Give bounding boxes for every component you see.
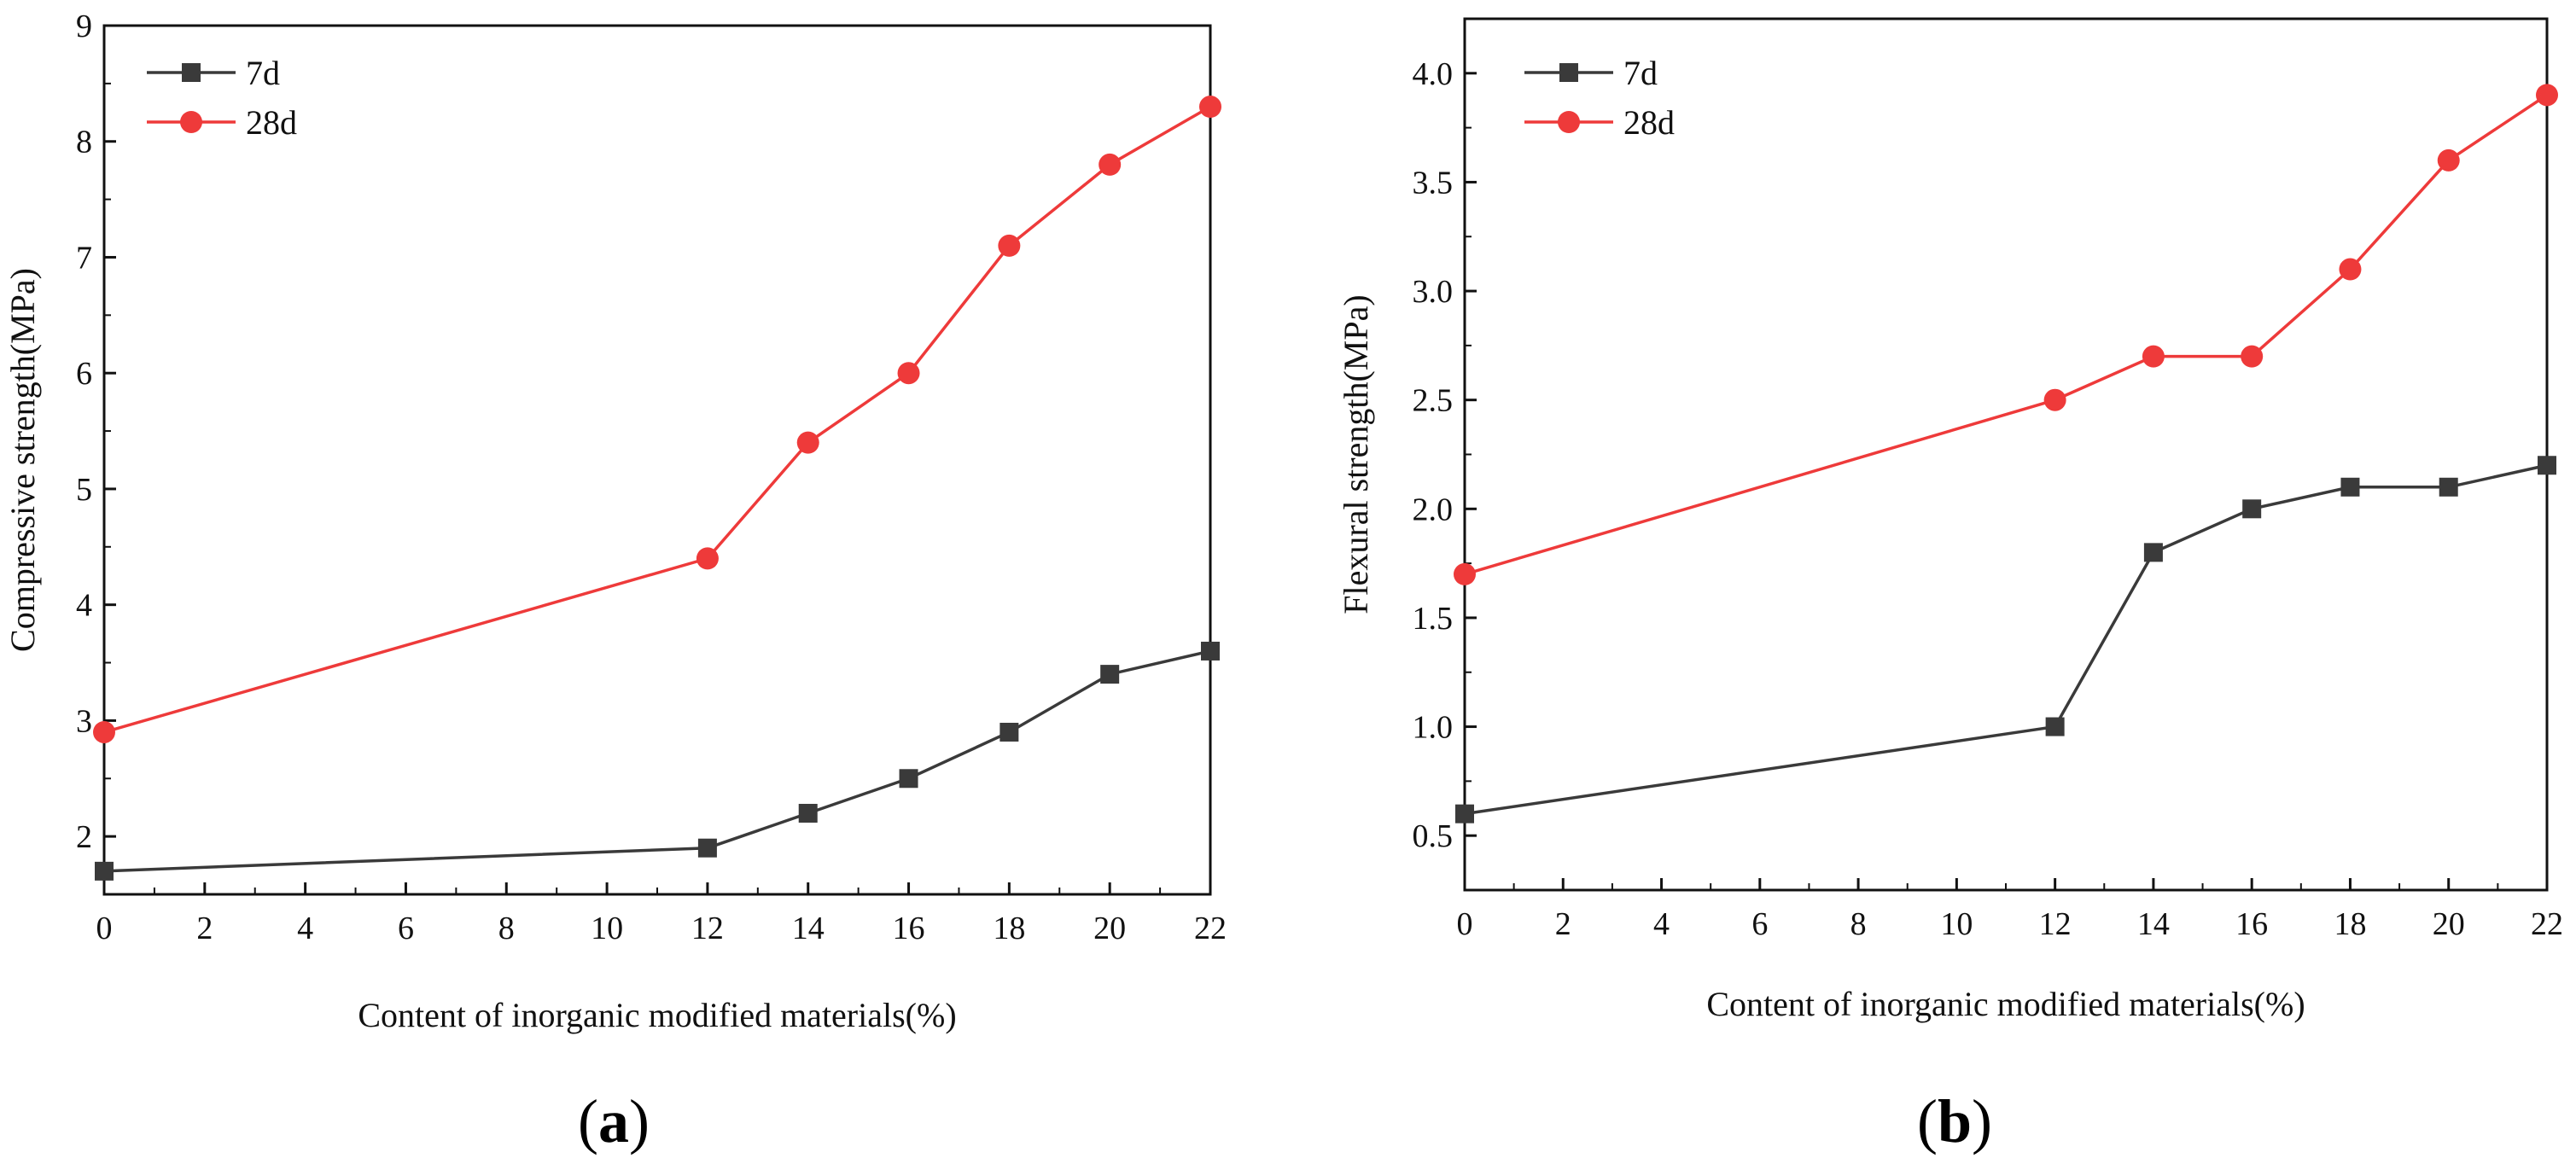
legend-marker-28d [180, 111, 202, 133]
data-point-7d [95, 861, 114, 881]
y-tick-label: 2.0 [1413, 492, 1454, 527]
x-tick-label: 20 [1093, 911, 1126, 946]
y-tick-label: 2.5 [1413, 383, 1454, 419]
data-point-28d [1454, 562, 1476, 585]
y-axis-title: Flexural strength(MPa) [1337, 294, 1375, 614]
data-point-28d [2437, 148, 2460, 172]
data-point-7d [697, 838, 717, 858]
panel-caption: (b) [1917, 1087, 1992, 1155]
y-tick-label: 9 [76, 9, 92, 44]
x-tick-label: 16 [893, 911, 925, 946]
y-tick-label: 6 [76, 356, 92, 392]
x-tick-label: 18 [993, 911, 1025, 946]
data-point-28d [93, 720, 115, 743]
legend-marker-28d [1558, 111, 1580, 133]
y-tick-label: 4 [76, 588, 92, 624]
caption-letter: a [598, 1087, 629, 1155]
x-tick-label: 6 [1751, 906, 1768, 942]
data-point-7d [1201, 641, 1220, 661]
data-point-28d [1099, 153, 1122, 176]
data-point-7d [2439, 477, 2458, 497]
data-point-28d [796, 431, 819, 454]
x-tick-label: 14 [792, 911, 825, 946]
data-point-28d [1199, 96, 1221, 119]
y-tick-label: 0.5 [1413, 818, 1454, 854]
data-point-7d [798, 803, 818, 823]
caption-open-paren: ( [578, 1087, 598, 1155]
y-tick-label: 3.0 [1413, 274, 1454, 310]
caption-letter: b [1938, 1087, 1972, 1155]
data-point-28d [696, 547, 719, 570]
data-point-7d [899, 769, 918, 789]
series-line-28d [103, 105, 1211, 734]
x-tick-label: 12 [2039, 906, 2072, 942]
y-tick-label: 3.5 [1413, 165, 1454, 201]
legend-label-7d: 7d [1623, 54, 1658, 92]
y-axis-title: Compressive strength(MPa) [3, 268, 42, 652]
x-tick-label: 2 [196, 911, 213, 946]
data-point-7d [2242, 499, 2262, 519]
x-tick-label: 16 [2235, 906, 2268, 942]
y-tick-label: 1.0 [1413, 710, 1454, 746]
x-tick-label: 4 [1653, 906, 1670, 942]
caption-close-paren: ) [629, 1087, 650, 1155]
x-tick-label: 10 [591, 911, 623, 946]
data-point-7d [1000, 722, 1019, 742]
y-tick-label: 5 [76, 472, 92, 508]
plot-frame [102, 24, 1212, 896]
data-point-7d [2045, 717, 2065, 736]
plot-frame [1463, 17, 2549, 892]
series-line-7d [1464, 463, 2548, 816]
chart-b: 0 2 4 6 8 10 12 14 16 18 20 22 0.5 1.0 1.5 2.0 2.5 3.0 3.5… [1337, 17, 2563, 1155]
data-point-28d [897, 362, 920, 385]
x-tick-label: 8 [1850, 906, 1867, 942]
y-tick-label: 2 [76, 819, 92, 855]
y-tick-label: 3 [76, 703, 92, 739]
x-tick-label: 0 [1457, 906, 1473, 942]
legend-label-28d: 28d [1623, 103, 1675, 142]
data-point-7d [2538, 456, 2556, 475]
x-axis-title: Content of inorganic modified materials(… [1706, 985, 2305, 1023]
legend-label-7d: 7d [246, 54, 280, 92]
panel-caption: (a) [578, 1087, 650, 1155]
data-point-28d [2339, 258, 2362, 281]
data-point-28d [998, 234, 1021, 257]
x-tick-label: 0 [96, 911, 113, 946]
x-tick-label: 12 [691, 911, 724, 946]
legend-label-28d: 28d [246, 103, 297, 142]
x-axis-title: Content of inorganic modified materials(… [358, 996, 956, 1034]
series-line-28d [1464, 93, 2548, 576]
y-tick-label: 8 [76, 125, 92, 160]
x-tick-label: 22 [1194, 911, 1227, 946]
x-tick-label: 6 [398, 911, 414, 946]
caption-open-paren: ( [1917, 1087, 1938, 1155]
x-tick-label: 4 [297, 911, 313, 946]
legend-marker-7d [1559, 63, 1578, 82]
data-point-7d [1455, 804, 1474, 824]
legend-marker-7d [182, 63, 201, 82]
x-tick-label: 14 [2137, 906, 2170, 942]
x-tick-label: 2 [1555, 906, 1571, 942]
y-tick-label: 7 [76, 240, 92, 276]
data-point-28d [2241, 345, 2264, 368]
x-tick-label: 8 [498, 911, 515, 946]
data-point-7d [1100, 665, 1120, 684]
y-tick-label: 1.5 [1413, 601, 1454, 637]
data-point-28d [2142, 345, 2165, 368]
y-tick-label: 4.0 [1413, 56, 1454, 92]
data-point-7d [2143, 543, 2163, 562]
caption-close-paren: ) [1972, 1087, 1992, 1155]
x-tick-label: 20 [2433, 906, 2465, 942]
x-tick-label: 22 [2531, 906, 2563, 942]
data-point-28d [2043, 388, 2066, 411]
data-point-7d [2340, 477, 2360, 497]
x-tick-label: 18 [2334, 906, 2366, 942]
x-tick-label: 10 [1940, 906, 1973, 942]
data-point-28d [2536, 84, 2558, 107]
